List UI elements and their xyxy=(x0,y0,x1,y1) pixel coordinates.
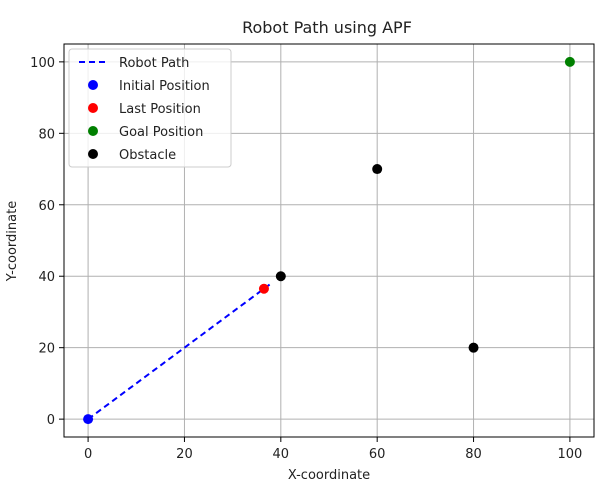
x-axis-label: X-coordinate xyxy=(288,468,370,483)
y-tick-label: 20 xyxy=(38,342,55,357)
x-tick-label: 80 xyxy=(465,447,482,462)
x-tick-label: 0 xyxy=(84,447,92,462)
legend-swatch-last-position xyxy=(88,103,98,113)
tick-labels: 0 20 40 60 80 100 0 20 40 60 80 100 xyxy=(30,56,582,462)
x-tick-label: 60 xyxy=(369,447,386,462)
legend-swatch-initial-position xyxy=(88,80,98,90)
legend-label-initial-position: Initial Position xyxy=(119,79,210,94)
plot-series xyxy=(83,56,575,425)
legend: Robot Path Initial Position Last Position G… xyxy=(68,48,232,168)
legend-entry-robot-path: Robot Path xyxy=(79,56,189,71)
initial-position-marker xyxy=(83,414,94,425)
legend-entry-goal-position: Goal Position xyxy=(88,125,203,140)
legend-label-obstacle: Obstacle xyxy=(119,148,176,163)
legend-label-robot-path: Robot Path xyxy=(119,56,189,71)
plot-area xyxy=(63,43,595,438)
obstacle-marker xyxy=(468,342,479,353)
legend-entry-initial-position: Initial Position xyxy=(88,79,210,94)
y-axis-label: Y-coordinate xyxy=(5,201,20,282)
y-tick-label: 0 xyxy=(47,413,55,428)
legend-swatch-goal-position xyxy=(88,126,98,136)
x-tick-label: 40 xyxy=(273,447,290,462)
legend-label-last-position: Last Position xyxy=(119,102,201,117)
y-tick-label: 80 xyxy=(38,127,55,142)
axes-frame xyxy=(63,43,595,438)
legend-entry-obstacle: Obstacle xyxy=(88,148,176,163)
goal-position-marker xyxy=(564,56,575,67)
x-tick-label: 100 xyxy=(557,447,582,462)
robot-path-line xyxy=(87,282,272,420)
legend-box xyxy=(68,48,232,168)
x-tick-label: 20 xyxy=(176,447,193,462)
last-position-marker xyxy=(258,283,269,294)
chart-title: Robot Path using APF xyxy=(242,18,412,37)
legend-swatch-obstacle xyxy=(88,149,98,159)
legend-entry-last-position: Last Position xyxy=(88,102,201,117)
y-tick-label: 60 xyxy=(38,199,55,214)
obstacle-marker xyxy=(372,164,383,175)
obstacle-marker xyxy=(275,271,286,282)
legend-label-goal-position: Goal Position xyxy=(119,125,203,140)
y-tick-label: 40 xyxy=(38,270,55,285)
y-tick-label: 100 xyxy=(30,56,55,71)
